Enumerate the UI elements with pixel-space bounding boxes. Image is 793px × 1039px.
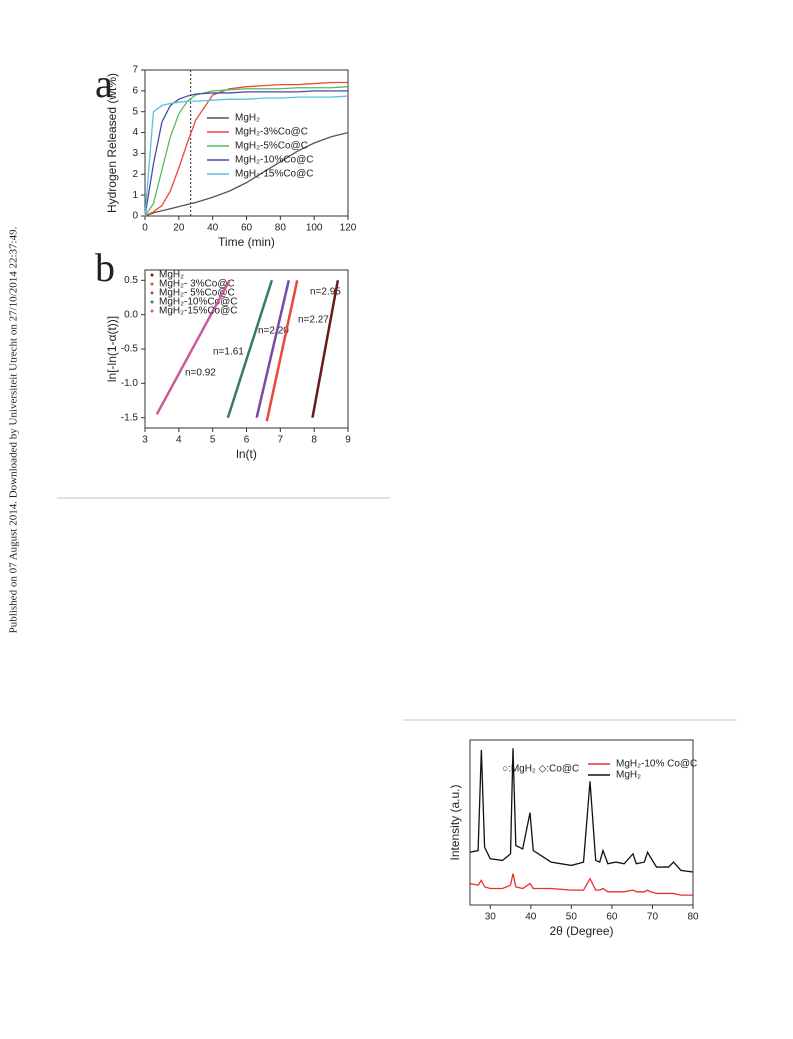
legend-label: MgH₂- 3%Co@C: [159, 279, 235, 290]
data-line: [144, 81, 348, 217]
y-tick-label: 7: [132, 65, 138, 76]
legend-label: MgH₂-15%Co@C: [235, 169, 314, 180]
x-tick-label: 9: [345, 435, 351, 446]
x-tick-label: 4: [176, 435, 182, 446]
y-tick-label: 1: [132, 190, 138, 201]
y-tick-label: 0.5: [124, 275, 138, 286]
annotation: n=2.27: [298, 315, 329, 326]
x-tick-label: 80: [275, 223, 287, 234]
legend-marker: [150, 282, 154, 286]
side-note: Published on 07 August 2014. Downloaded …: [8, 226, 20, 633]
x-tick-label: 6: [244, 435, 250, 446]
legend-label: MgH₂-10%Co@C: [235, 155, 314, 166]
legend-label: MgH₂-15%Co@C: [159, 306, 238, 317]
y-tick-label: 0.0: [124, 309, 138, 320]
y-tick-label: 4: [132, 127, 138, 138]
y-tick-label: 3: [132, 148, 138, 159]
legend-marker: [150, 273, 154, 277]
data-line: [255, 280, 291, 418]
annotation: n=2.95: [310, 287, 341, 298]
x-tick-label: 8: [311, 435, 317, 446]
x-tick-label: 120: [340, 223, 357, 234]
data-line: [469, 873, 693, 896]
x-axis-label: ln(t): [236, 447, 257, 461]
x-tick-label: 40: [207, 223, 219, 234]
y-tick-label: -1.5: [121, 412, 139, 423]
x-tick-label: 70: [647, 912, 659, 923]
legend-marker: [150, 309, 154, 313]
y-axis-label: Hydrogen Released (wt%): [105, 73, 119, 213]
data-line: [226, 279, 274, 419]
y-tick-label: 0: [132, 211, 138, 222]
x-tick-label: 60: [606, 912, 618, 923]
x-axis-label: Time (min): [218, 235, 275, 249]
data-line: [144, 95, 349, 217]
plot-frame: [469, 739, 694, 906]
x-tick-label: 5: [210, 435, 216, 446]
x-tick-label: 100: [306, 223, 323, 234]
annotation: ○:MgH₂ ◇:Co@C: [502, 764, 579, 775]
y-axis-label: ln[-ln(1-α(t))]: [105, 316, 119, 382]
data-line: [311, 280, 340, 418]
x-axis-label: 2θ (Degree): [549, 924, 613, 938]
x-tick-label: 7: [278, 435, 284, 446]
panel-label: b: [95, 245, 115, 290]
x-tick-label: 0: [142, 223, 148, 234]
annotation: n=2.20: [258, 326, 289, 337]
y-tick-label: -1.0: [121, 378, 139, 389]
legend-label: MgH₂: [159, 270, 184, 281]
annotation: n=0.92: [185, 368, 216, 379]
data-line: [469, 748, 694, 873]
x-tick-label: 3: [142, 435, 148, 446]
legend-label: MgH₂: [616, 770, 641, 781]
data-line: [144, 131, 349, 217]
legend-label: MgH₂-10% Co@C: [616, 759, 697, 770]
legend-marker: [150, 291, 154, 295]
legend-label: MgH₂: [235, 113, 260, 124]
legend-label: MgH₂-3%Co@C: [235, 127, 308, 138]
y-axis-label: Intensity (a.u.): [448, 784, 462, 860]
panel-label: a: [95, 61, 113, 106]
legend-marker: [150, 300, 154, 304]
y-tick-label: 2: [132, 169, 138, 180]
x-tick-label: 20: [173, 223, 185, 234]
data-line: [155, 279, 231, 415]
y-tick-label: 6: [132, 85, 138, 96]
data-line: [144, 86, 349, 217]
data-line: [265, 280, 299, 422]
legend-label: MgH₂-10%Co@C: [159, 297, 238, 308]
x-tick-label: 50: [566, 912, 578, 923]
x-tick-label: 40: [525, 912, 537, 923]
x-tick-label: 30: [485, 912, 497, 923]
annotation: n=1.61: [213, 347, 244, 358]
data-line: [144, 90, 348, 217]
legend-label: MgH₂- 5%Co@C: [159, 288, 235, 299]
y-tick-label: -0.5: [121, 344, 139, 355]
legend-label: MgH₂-5%Co@C: [235, 141, 308, 152]
x-tick-label: 60: [241, 223, 253, 234]
x-tick-label: 80: [687, 912, 699, 923]
y-tick-label: 5: [132, 106, 138, 117]
